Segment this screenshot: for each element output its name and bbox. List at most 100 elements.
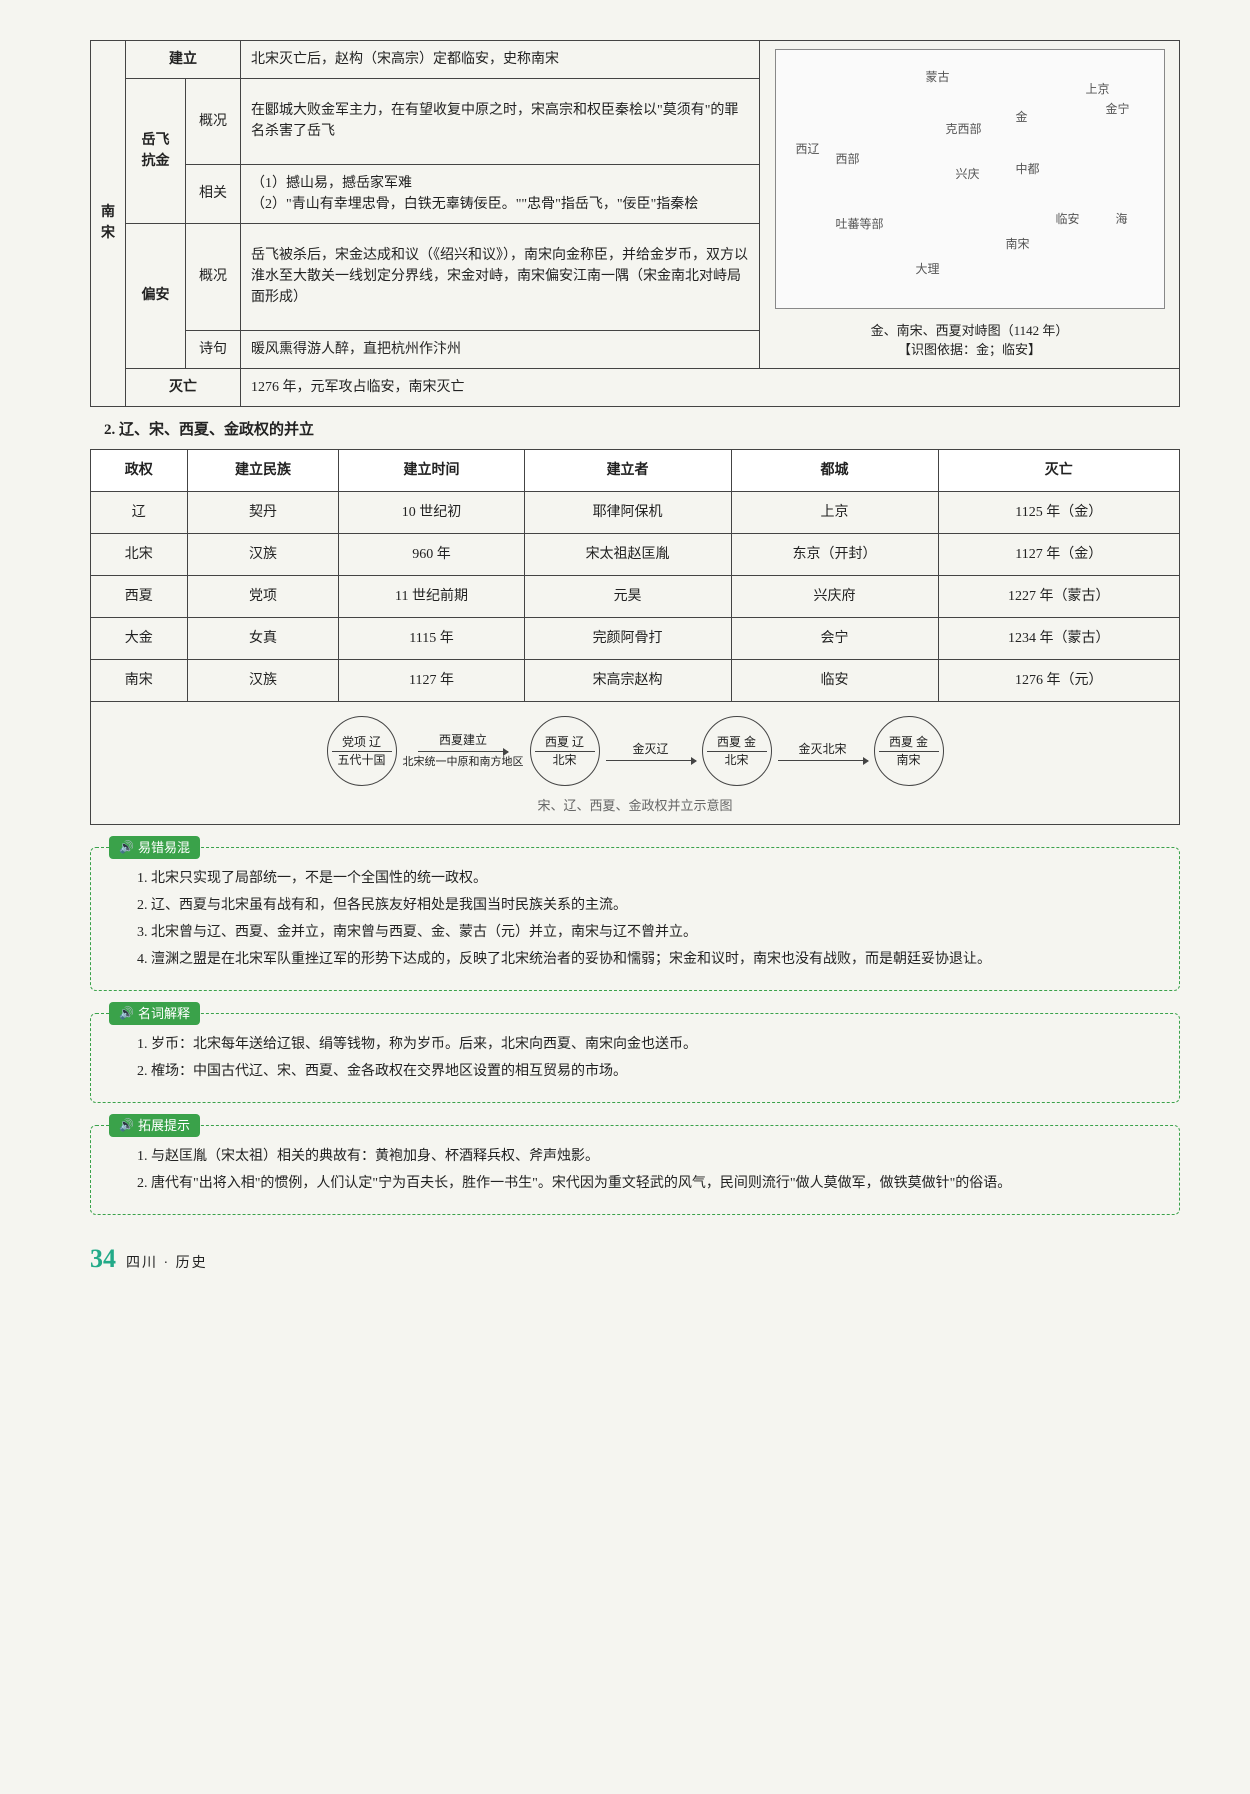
table-row: 南宋汉族1127 年宋高宗赵构临安1276 年（元） xyxy=(91,660,1180,702)
row-jianli-text: 北宋灭亡后，赵构（宋高宗）定都临安，史称南宋 xyxy=(241,41,760,79)
arrow-line-icon xyxy=(606,760,696,761)
callout-item: 2. 唐代有"出将入相"的惯例，人们认定"宁为百夫长，胜作一书生"。宋代因为重文… xyxy=(109,1173,1161,1194)
row-miewang-text: 1276 年，元军攻占临安，南宋灭亡 xyxy=(241,368,1180,406)
callout-item: 4. 澶渊之盟是在北宋军队重挫辽军的形势下达成的，反映了北宋统治者的妥协和懦弱；… xyxy=(109,949,1161,970)
box-tuozhan: 拓展提示 1. 与赵匡胤（宋太祖）相关的典故有：黄袍加身、杯酒释兵权、斧声烛影。… xyxy=(90,1125,1180,1215)
table-cell: 临安 xyxy=(731,660,938,702)
nansong-table: 南宋 建立 北宋灭亡后，赵构（宋高宗）定都临安，史称南宋 蒙古 金 上京 金宁 … xyxy=(90,40,1180,407)
table-cell: 西夏 xyxy=(91,576,188,618)
table-cell: 南宋 xyxy=(91,660,188,702)
arrow-line-icon xyxy=(778,760,868,761)
pianan-sj-sub: 诗句 xyxy=(186,330,241,368)
table-cell: 10 世纪初 xyxy=(339,492,524,534)
node-top: 西夏 金 xyxy=(707,735,767,751)
th: 灭亡 xyxy=(938,450,1180,492)
th: 建立时间 xyxy=(339,450,524,492)
arrow-top-label: 西夏建立 xyxy=(439,731,487,749)
map-image: 蒙古 金 上京 金宁 克西部 西部 西辽 兴庆 中都 临安 吐蕃等部 大理 南宋… xyxy=(775,49,1165,309)
pianan-gk-sub: 概况 xyxy=(186,223,241,330)
map-lbl: 南宋 xyxy=(1006,235,1030,253)
diagram-node: 党项 辽五代十国 xyxy=(327,716,397,786)
map-lbl: 吐蕃等部 xyxy=(836,215,884,233)
table-cell: 宋太祖赵匡胤 xyxy=(524,534,731,576)
footer-text: 四川 · 历史 xyxy=(126,1253,208,1274)
table-cell: 完颜阿骨打 xyxy=(524,618,731,660)
table-cell: 汉族 xyxy=(187,660,339,702)
table-header-row: 政权 建立民族 建立时间 建立者 都城 灭亡 xyxy=(91,450,1180,492)
map-lbl: 克西部 xyxy=(946,120,982,138)
yuefei-xg-text: （1）撼山易，撼岳家军难 （2）"青山有幸埋忠骨，白铁无辜铸佞臣。""忠骨"指岳… xyxy=(241,164,760,223)
map-cell: 蒙古 金 上京 金宁 克西部 西部 西辽 兴庆 中都 临安 吐蕃等部 大理 南宋… xyxy=(760,41,1180,369)
table-cell: 契丹 xyxy=(187,492,339,534)
diagram-node: 西夏 金南宋 xyxy=(874,716,944,786)
table-cell: 1127 年（金） xyxy=(938,534,1180,576)
map-lbl: 海 xyxy=(1116,210,1128,228)
node-top: 西夏 辽 xyxy=(535,735,595,751)
diagram-arrow: 西夏建立北宋统一中原和南方地区 xyxy=(403,731,524,771)
callout-item: 1. 岁币：北宋每年送给辽银、绢等钱物，称为岁币。后来，北宋向西夏、南宋向金也送… xyxy=(109,1034,1161,1055)
arrow-line-icon xyxy=(418,751,508,752)
table-cell: 960 年 xyxy=(339,534,524,576)
th: 政权 xyxy=(91,450,188,492)
box-yicuo-tag: 易错易混 xyxy=(109,836,200,860)
map-lbl: 金宁 xyxy=(1106,100,1130,118)
table-cell: 1276 年（元） xyxy=(938,660,1180,702)
table-cell: 兴庆府 xyxy=(731,576,938,618)
table-cell: 东京（开封） xyxy=(731,534,938,576)
diagram-arrow: 金灭辽 xyxy=(606,740,696,763)
box-mingci: 名词解释 1. 岁币：北宋每年送给辽银、绢等钱物，称为岁币。后来，北宋向西夏、南… xyxy=(90,1013,1180,1103)
pianan-gk-text: 岳飞被杀后，宋金达成和议（《绍兴和议》），南宋向金称臣，并给金岁币，双方以淮水至… xyxy=(241,223,760,330)
map-lbl: 大理 xyxy=(916,260,940,278)
table-row: 辽契丹10 世纪初耶律阿保机上京1125 年（金） xyxy=(91,492,1180,534)
callout-item: 1. 与赵匡胤（宋太祖）相关的典故有：黄袍加身、杯酒释兵权、斧声烛影。 xyxy=(109,1146,1161,1167)
table-cell: 耶律阿保机 xyxy=(524,492,731,534)
page-footer: 34 四川 · 历史 xyxy=(90,1239,1180,1278)
arrow-top-label: 金灭辽 xyxy=(632,740,668,758)
callout-item: 1. 北宋只实现了局部统一，不是一个全国性的统一政权。 xyxy=(109,868,1161,889)
th: 建立民族 xyxy=(187,450,339,492)
node-bot: 北宋 xyxy=(707,752,767,767)
map-lbl: 西部 xyxy=(836,150,860,168)
row-pianan-label: 偏安 xyxy=(126,223,186,368)
node-top: 西夏 金 xyxy=(879,735,939,751)
regimes-table: 政权 建立民族 建立时间 建立者 都城 灭亡 辽契丹10 世纪初耶律阿保机上京1… xyxy=(90,449,1180,702)
row-yuefei-label: 岳飞抗金 xyxy=(126,79,186,224)
diagram-arrow: 金灭北宋 xyxy=(778,740,868,763)
pianan-sj-text: 暖风熏得游人醉，直把杭州作汴州 xyxy=(241,330,760,368)
th: 建立者 xyxy=(524,450,731,492)
map-lbl: 金 xyxy=(1016,108,1028,126)
table-cell: 会宁 xyxy=(731,618,938,660)
table-row: 大金女真1115 年完颜阿骨打会宁1234 年（蒙古） xyxy=(91,618,1180,660)
th: 都城 xyxy=(731,450,938,492)
map-lbl: 兴庆 xyxy=(956,165,980,183)
map-note: 【识图依据：金；临安】 xyxy=(770,340,1169,360)
table-row: 北宋汉族960 年宋太祖赵匡胤东京（开封）1127 年（金） xyxy=(91,534,1180,576)
table-cell: 辽 xyxy=(91,492,188,534)
diagram-node: 西夏 金北宋 xyxy=(702,716,772,786)
node-top: 党项 辽 xyxy=(332,735,392,751)
diagram-wrap: 党项 辽五代十国西夏建立北宋统一中原和南方地区西夏 辽北宋金灭辽西夏 金北宋金灭… xyxy=(90,702,1180,825)
diagram-caption: 宋、辽、西夏、金政权并立示意图 xyxy=(91,796,1179,816)
yuefei-gk-text: 在郾城大败金军主力，在有望收复中原之时，宋高宗和权臣秦桧以"莫须有"的罪名杀害了… xyxy=(241,79,760,165)
table-cell: 1115 年 xyxy=(339,618,524,660)
table-row: 西夏党项11 世纪前期元昊兴庆府1227 年（蒙古） xyxy=(91,576,1180,618)
map-lbl: 上京 xyxy=(1086,80,1110,98)
row-miewang-label: 灭亡 xyxy=(126,368,241,406)
box-mingci-tag: 名词解释 xyxy=(109,1002,200,1026)
node-bot: 北宋 xyxy=(535,752,595,767)
row-jianli-label: 建立 xyxy=(126,41,241,79)
callout-item: 2. 辽、西夏与北宋虽有战有和，但各民族友好相处是我国当时民族关系的主流。 xyxy=(109,895,1161,916)
table-cell: 上京 xyxy=(731,492,938,534)
arrow-bot-label: 北宋统一中原和南方地区 xyxy=(403,754,524,771)
table-cell: 女真 xyxy=(187,618,339,660)
table-cell: 1227 年（蒙古） xyxy=(938,576,1180,618)
table-cell: 汉族 xyxy=(187,534,339,576)
node-bot: 五代十国 xyxy=(332,752,392,767)
table-cell: 元昊 xyxy=(524,576,731,618)
yuefei-gk-sub: 概况 xyxy=(186,79,241,165)
table-cell: 党项 xyxy=(187,576,339,618)
map-lbl: 中都 xyxy=(1016,160,1040,178)
map-lbl: 临安 xyxy=(1056,210,1080,228)
table-cell: 1127 年 xyxy=(339,660,524,702)
table-cell: 1125 年（金） xyxy=(938,492,1180,534)
